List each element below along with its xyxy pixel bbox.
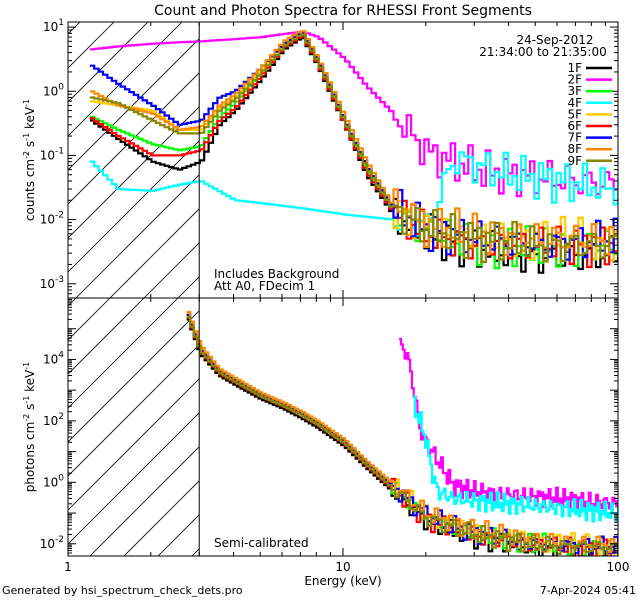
annotation-attenuator: Att A0, FDecim 1 — [214, 279, 315, 293]
legend-label-1F: 1F — [567, 61, 582, 75]
y-tick-label: 10-2 — [40, 211, 64, 227]
count-ylabel: counts cm-2 s-1 keV-1 — [22, 99, 37, 221]
legend-label-2F: 2F — [567, 73, 582, 87]
hatch-line — [68, 298, 145, 375]
xaxis-label: Energy (keV) — [304, 574, 381, 588]
hatch-line — [68, 22, 115, 69]
y-tick-label: 10-2 — [40, 535, 64, 551]
count-spectrum-panel: 10-3 10-2 10-1 100 101 24-Sep-2012 21:34:00 … — [0, 18, 640, 299]
series-2F-line — [399, 337, 618, 512]
series-9F-line — [186, 315, 618, 556]
legend-label-3F: 3F — [567, 84, 582, 98]
photon-ylabel: photons cm-2 s-1 keV-1 — [22, 362, 37, 493]
photon-series-group — [186, 310, 618, 556]
legend-label-5F: 5F — [567, 107, 582, 121]
photon-spectrum-panel: 1 10 100 10-2 100 102 104 Semi-calibrated phot… — [0, 297, 640, 574]
hatch-line — [634, 298, 640, 556]
hatch-line — [177, 276, 200, 298]
count-axes: 10-3 10-2 10-1 100 101 — [40, 18, 619, 299]
y-tick-label: 102 — [43, 412, 64, 428]
y-tick-label: 10-3 — [40, 275, 64, 291]
y-tick-label: 101 — [43, 18, 64, 34]
hatch-line — [68, 22, 183, 137]
series-2F-line — [89, 30, 618, 198]
y-tick-label: 104 — [43, 350, 64, 366]
hatch-line — [68, 298, 77, 307]
photon-axes: 1 10 100 10-2 100 102 104 — [40, 297, 630, 574]
hatch-line — [0, 22, 12, 298]
hatch-line — [68, 412, 200, 545]
hatch-line — [68, 72, 200, 205]
hatch-line — [68, 140, 200, 273]
annotation-background: Includes Background — [214, 267, 339, 281]
date-label: 24-Sep-2012 — [516, 33, 593, 47]
y-tick-label: 100 — [43, 82, 64, 98]
hatch-line — [0, 298, 8, 556]
hatch-line — [260, 298, 518, 556]
time-range-label: 21:34:00 to 21:35:00 — [479, 45, 606, 59]
hatch-line — [68, 344, 200, 477]
hatch-line — [75, 174, 200, 298]
x-tick-label: 10 — [335, 560, 350, 574]
x-tick-label: 100 — [607, 560, 630, 574]
hatch-line — [68, 310, 200, 443]
legend-label-8F: 8F — [567, 142, 582, 156]
y-tick-label: 10-1 — [40, 146, 64, 162]
hatch-line — [498, 298, 640, 556]
hatch-line — [620, 22, 640, 298]
hatch-line — [109, 208, 200, 298]
photon-plot-frame — [67, 297, 619, 557]
annotation-semi-calibrated: Semi-calibrated — [214, 536, 309, 550]
legend-label-4F: 4F — [567, 96, 582, 110]
hatch-line — [68, 22, 149, 103]
series-4F-line — [89, 151, 618, 237]
timestamp: 7-Apr-2024 05:41 — [540, 584, 636, 597]
hatch-line — [68, 378, 200, 511]
figure-title: Count and Photon Spectra for RHESSI Fron… — [154, 3, 532, 19]
legend-label-6F: 6F — [567, 119, 582, 133]
legend-label-7F: 7F — [567, 131, 582, 145]
hatch-line — [123, 480, 200, 556]
hatch-line — [68, 38, 200, 171]
count-series-group — [89, 30, 618, 274]
hatch-line — [68, 298, 179, 409]
generated-by: Generated by hsi_spectrum_check_dets.pro — [2, 584, 243, 597]
series-9F-line — [89, 33, 618, 263]
below-cutoff-hatch — [0, 298, 640, 556]
y-tick-label: 100 — [43, 473, 64, 489]
series-4F-line — [413, 395, 618, 523]
x-tick-label: 1 — [64, 560, 72, 574]
hatch-line — [143, 242, 200, 298]
hatch-line — [566, 298, 640, 556]
series-3F-line — [186, 315, 618, 556]
hatch-line — [89, 446, 200, 556]
series-1F-line — [186, 318, 618, 556]
hatch-line — [464, 298, 640, 556]
legend-label-9F: 9F — [567, 154, 582, 168]
series-7F-line — [186, 313, 618, 555]
series-6F-line — [186, 317, 618, 556]
